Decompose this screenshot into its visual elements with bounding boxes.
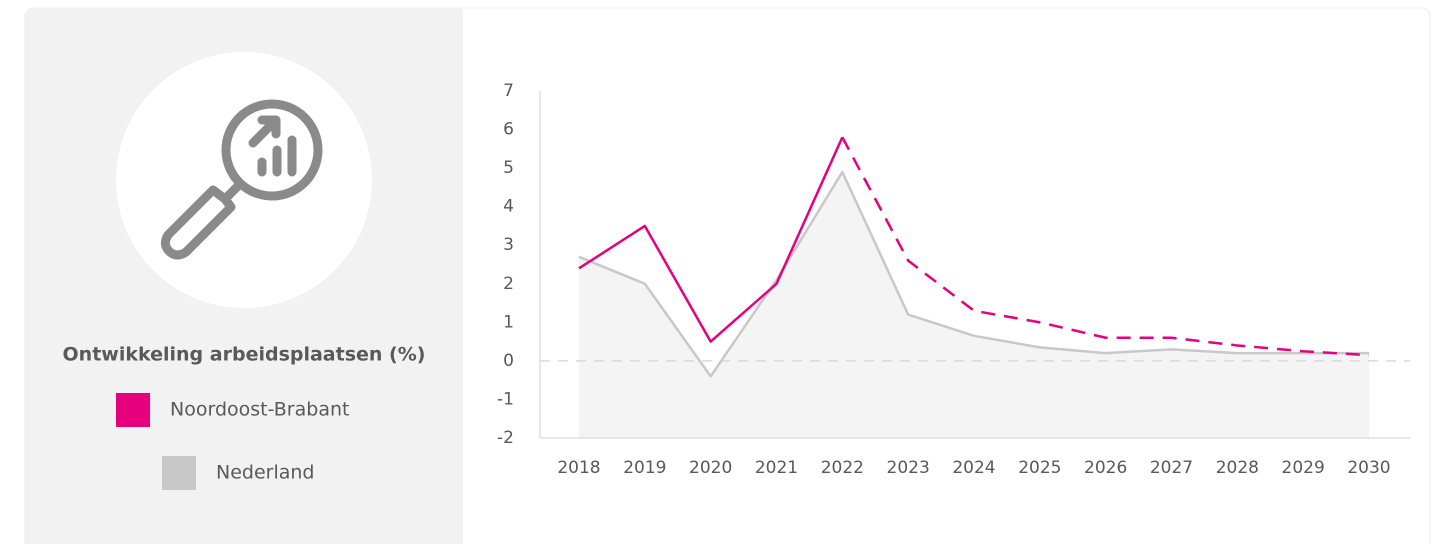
x-tick-label: 2027 <box>1150 458 1193 478</box>
y-tick-label: -1 <box>497 389 514 409</box>
legend-swatch <box>162 456 196 490</box>
legend-label: Noordoost-Brabant <box>170 399 349 421</box>
y-tick-label: 1 <box>503 312 514 332</box>
x-tick-label: 2025 <box>1018 458 1061 478</box>
x-tick-label: 2029 <box>1282 458 1325 478</box>
x-tick-label: 2020 <box>689 458 732 478</box>
y-tick-label: 7 <box>503 81 514 101</box>
x-tick-label: 2024 <box>952 458 995 478</box>
y-tick-label: -2 <box>497 428 514 448</box>
y-tick-label: 5 <box>503 158 514 178</box>
y-tick-label: 4 <box>503 197 514 217</box>
line <box>578 136 844 343</box>
x-tick-label: 2021 <box>755 458 798 478</box>
x-tick-label: 2018 <box>557 458 600 478</box>
y-tick-label: 2 <box>503 274 514 294</box>
legend-label: Nederland <box>216 462 315 484</box>
y-tick-label: 0 <box>503 351 514 371</box>
x-tick-label: 2028 <box>1216 458 1259 478</box>
x-tick-label: 2023 <box>887 458 930 478</box>
icon <box>160 99 323 260</box>
line <box>578 170 1369 378</box>
chart-title: Ontwikkeling arbeidsplaatsen (%) <box>63 344 426 366</box>
x-tick-label: 2026 <box>1084 458 1127 478</box>
icon-circle <box>116 52 372 308</box>
legend-swatch <box>116 393 150 427</box>
x-tick-label: 2030 <box>1347 458 1390 478</box>
x-tick-label: 2019 <box>623 458 666 478</box>
y-tick-label: 3 <box>503 235 514 255</box>
y-tick-label: 6 <box>503 120 514 140</box>
line-forecast <box>841 136 1370 357</box>
area <box>579 171 1369 438</box>
x-tick-label: 2022 <box>821 458 864 478</box>
